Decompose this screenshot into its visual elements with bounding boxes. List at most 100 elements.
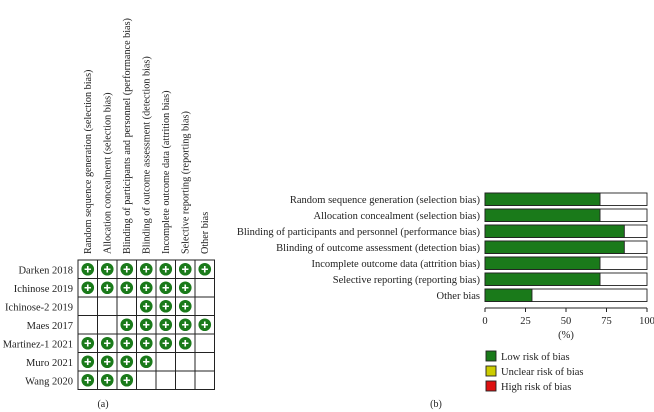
low-risk-judgement-icon [178,281,192,295]
study-row-label: Muro 2021 [26,358,73,369]
low-risk-judgement-icon [178,318,192,332]
low-risk-judgement-icon [120,336,134,350]
low-risk-judgement-icon [100,262,114,276]
low-risk-judgement-icon [159,318,173,332]
panel-b-label: (b) [430,399,442,410]
domain-column-label: Incomplete outcome data (attrition bias) [161,90,172,254]
legend-label: Low risk of bias [501,352,570,363]
domain-column-label: Other bias [200,212,211,254]
legend-label: High risk of bias [501,382,571,393]
low-risk-judgement-icon [159,262,173,276]
low-risk-judgement-icon [81,373,95,387]
low-risk-judgement-icon [81,281,95,295]
plus-sign-icon [104,340,111,347]
plus-sign-icon [143,303,150,310]
x-tick-label: 100 [639,316,654,327]
low-risk-judgement-icon [159,299,173,313]
category-label: Other bias [437,291,480,302]
low-risk-judgement-icon [120,373,134,387]
plus-sign-icon [104,377,111,384]
domain-column-label: Selective reporting (reporting bias) [180,111,191,254]
category-label: Blinding of participants and personnel (… [237,227,481,238]
plus-sign-icon [162,303,169,310]
risk-of-bias-summary-panel: Random sequence generation (selection bi… [3,18,215,410]
plus-sign-icon [123,284,130,291]
low-risk-judgement-icon [159,281,173,295]
bar-segment [484,272,601,286]
low-risk-judgement-icon [178,336,192,350]
summary-grid-border [77,259,215,390]
bar-segment [484,240,625,254]
plus-sign-icon [104,284,111,291]
x-tick-label: 75 [601,316,612,327]
low-risk-judgement-icon [139,262,153,276]
domain-column-label: Allocation concealment (selection bias) [102,92,113,254]
study-row-label: Ichinose 2019 [14,284,73,295]
domain-column-label: Blinding of participants and personnel (… [122,18,133,254]
low-risk-judgement-icon [198,318,212,332]
risk-of-bias-graph-panel: Random sequence generation (selection bi… [237,192,654,410]
category-label: Blinding of outcome assessment (detectio… [276,243,480,254]
category-label: Allocation concealment (selection bias) [314,211,481,222]
low-risk-judgement-icon [139,355,153,369]
bar-segment [484,256,601,270]
bar-segment [484,288,533,302]
study-row-label: Martinez-1 2021 [3,339,73,350]
bar-segment [484,192,601,206]
legend-label: Unclear risk of bias [501,367,584,378]
x-axis-label: (%) [558,330,574,341]
low-risk-judgement-icon [81,336,95,350]
x-tick-label: 50 [561,316,572,327]
low-risk-judgement-icon [178,262,192,276]
plus-sign-icon [143,340,150,347]
study-row-label: Wang 2020 [25,376,73,387]
plus-sign-icon [143,284,150,291]
low-risk-judgement-icon [100,373,114,387]
plus-sign-icon [162,321,169,328]
low-risk-judgement-icon [139,281,153,295]
low-risk-judgement-icon [120,318,134,332]
category-label: Incomplete outcome data (attrition bias) [311,259,480,270]
domain-column-label: Blinding of outcome assessment (detectio… [141,56,152,254]
study-row-label: Maes 2017 [27,321,73,332]
low-risk-judgement-icon [139,336,153,350]
low-risk-judgement-icon [100,355,114,369]
plus-sign-icon [201,321,208,328]
low-risk-judgement-icon [120,262,134,276]
plus-sign-icon [104,266,111,273]
domain-column-label: Random sequence generation (selection bi… [83,70,94,254]
low-risk-judgement-icon [100,336,114,350]
category-label: Selective reporting (reporting bias) [333,275,481,286]
low-risk-judgement-icon [139,299,153,313]
plus-sign-icon [84,284,91,291]
plus-sign-icon [162,284,169,291]
plus-sign-icon [182,340,189,347]
plus-sign-icon [123,377,130,384]
plus-sign-icon [84,266,91,273]
legend-swatch [485,365,497,377]
plus-sign-icon [162,340,169,347]
plus-sign-icon [84,340,91,347]
x-tick-label: 0 [482,316,487,327]
legend-swatch [485,380,497,392]
bar-segment [484,224,625,238]
panel-a-label: (a) [97,399,108,410]
low-risk-judgement-icon [159,336,173,350]
plus-sign-icon [123,340,130,347]
bar-segment [484,208,601,222]
plus-sign-icon [84,358,91,365]
low-risk-judgement-icon [178,299,192,313]
low-risk-judgement-icon [139,318,153,332]
plus-sign-icon [201,266,208,273]
plus-sign-icon [182,284,189,291]
low-risk-judgement-icon [120,355,134,369]
low-risk-judgement-icon [81,355,95,369]
x-tick-label: 25 [520,316,531,327]
legend-swatch [485,350,497,362]
category-label: Random sequence generation (selection bi… [290,195,481,206]
study-row-label: Darken 2018 [18,265,73,276]
low-risk-judgement-icon [120,281,134,295]
plus-sign-icon [143,266,150,273]
plus-sign-icon [123,358,130,365]
